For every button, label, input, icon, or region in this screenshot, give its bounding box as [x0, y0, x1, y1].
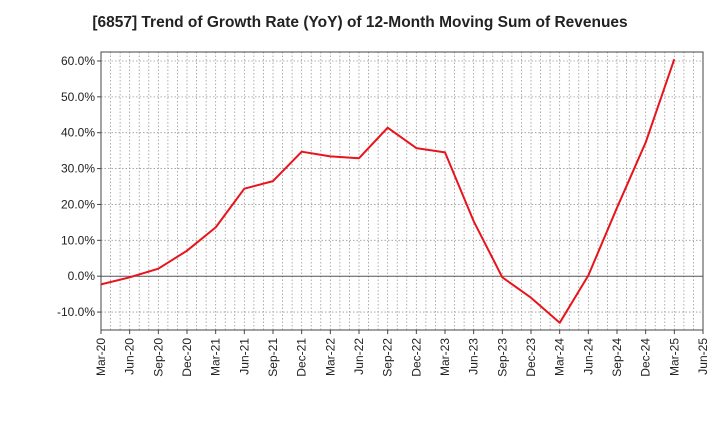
- y-tick-label: 0.0%: [68, 269, 96, 283]
- chart-title: [6857] Trend of Growth Rate (YoY) of 12-…: [92, 14, 628, 31]
- x-tick-label: Mar-23: [438, 338, 452, 376]
- plot-area: [101, 52, 703, 330]
- x-tick-label: Dec-22: [409, 338, 423, 377]
- x-tick-label: Jun-21: [237, 338, 251, 375]
- x-tick-label: Jun-20: [123, 338, 137, 375]
- x-tick-label: Mar-22: [323, 338, 337, 376]
- y-tick-label: 60.0%: [61, 54, 95, 68]
- x-tick-label: Sep-22: [381, 338, 395, 377]
- plot-border: [100, 51, 704, 331]
- y-tick-label: 10.0%: [61, 233, 95, 247]
- x-tick-label: Sep-21: [266, 338, 280, 377]
- x-tick-label: Sep-20: [151, 338, 165, 377]
- x-tick-label: Mar-21: [209, 338, 223, 376]
- x-tick-label: Sep-24: [610, 338, 624, 377]
- y-tick-label: 40.0%: [61, 126, 95, 140]
- x-tick-label: Dec-24: [639, 338, 653, 377]
- x-tick-label: Dec-20: [180, 338, 194, 377]
- y-tick-label: 50.0%: [61, 90, 95, 104]
- y-tick-label: -10.0%: [57, 305, 95, 319]
- x-tick-label: Dec-23: [524, 338, 538, 377]
- x-tick-label: Dec-21: [295, 338, 309, 377]
- x-tick-label: Jun-24: [581, 338, 595, 375]
- x-tick-label: Mar-25: [667, 338, 681, 376]
- x-tick-label: Jun-25: [696, 338, 710, 375]
- x-tick-label: Mar-24: [553, 338, 567, 376]
- x-tick-label: Jun-22: [352, 338, 366, 375]
- x-tick-label: Mar-20: [94, 338, 108, 376]
- y-tick-label: 30.0%: [61, 162, 95, 176]
- x-tick-label: Sep-23: [495, 338, 509, 377]
- x-tick-label: Jun-23: [467, 338, 481, 375]
- y-tick-label: 20.0%: [61, 197, 95, 211]
